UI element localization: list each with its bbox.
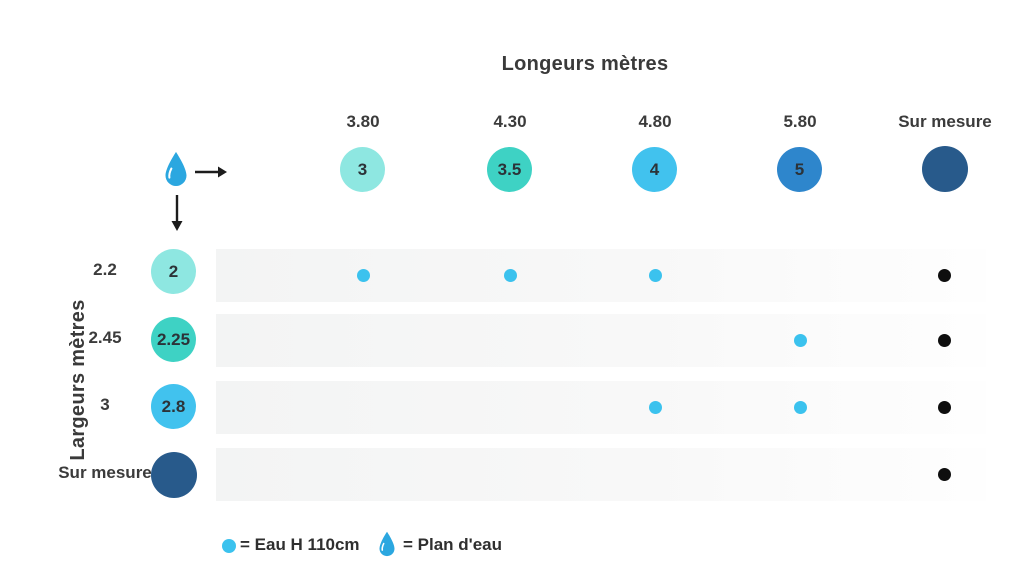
water-drop-icon <box>162 151 190 195</box>
matrix-row <box>216 314 986 367</box>
width-circle: 2.25 <box>151 317 196 362</box>
eau-availability-dot <box>356 269 370 282</box>
row-header: Sur mesure <box>58 463 152 482</box>
arrow-right-icon <box>194 165 228 184</box>
eau-availability-dot <box>503 269 517 282</box>
column-axis-title: Longeurs mètres <box>501 53 669 75</box>
sur-mesure-availability-dot <box>937 401 951 414</box>
row-header: 3 <box>100 395 110 414</box>
sur-mesure-availability-dot <box>937 269 951 282</box>
row-header: 2.45 <box>88 328 122 347</box>
row-header: 2.2 <box>93 260 117 279</box>
column-header: Sur mesure <box>898 112 992 131</box>
length-circle-custom <box>922 146 968 192</box>
width-circle: 2.8 <box>151 384 196 429</box>
eau-availability-dot <box>793 334 807 347</box>
legend-eau-label: = Eau H 110cm <box>240 535 360 554</box>
matrix-row <box>216 381 986 434</box>
eau-availability-dot <box>648 401 662 414</box>
eau-availability-dot <box>793 401 807 414</box>
sur-mesure-availability-dot <box>937 468 951 481</box>
sur-mesure-availability-dot <box>937 334 951 347</box>
legend-plan-label: = Plan d'eau <box>403 535 502 554</box>
length-circle: 5 <box>777 147 822 192</box>
width-circle: 2 <box>151 249 196 294</box>
length-circle: 3.5 <box>487 147 532 192</box>
legend-eau-dot-icon <box>222 539 236 553</box>
length-circle: 3 <box>340 147 385 192</box>
column-header: 5.80 <box>783 112 817 131</box>
matrix-row <box>216 448 986 501</box>
eau-availability-dot <box>648 269 662 282</box>
column-header: 3.80 <box>346 112 380 131</box>
length-circle: 4 <box>632 147 677 192</box>
column-header: 4.30 <box>493 112 527 131</box>
legend-water-drop-icon <box>377 531 397 564</box>
column-header: 4.80 <box>638 112 672 131</box>
width-circle-custom <box>151 452 197 498</box>
matrix-row <box>216 249 986 302</box>
arrow-down-icon <box>170 194 184 237</box>
